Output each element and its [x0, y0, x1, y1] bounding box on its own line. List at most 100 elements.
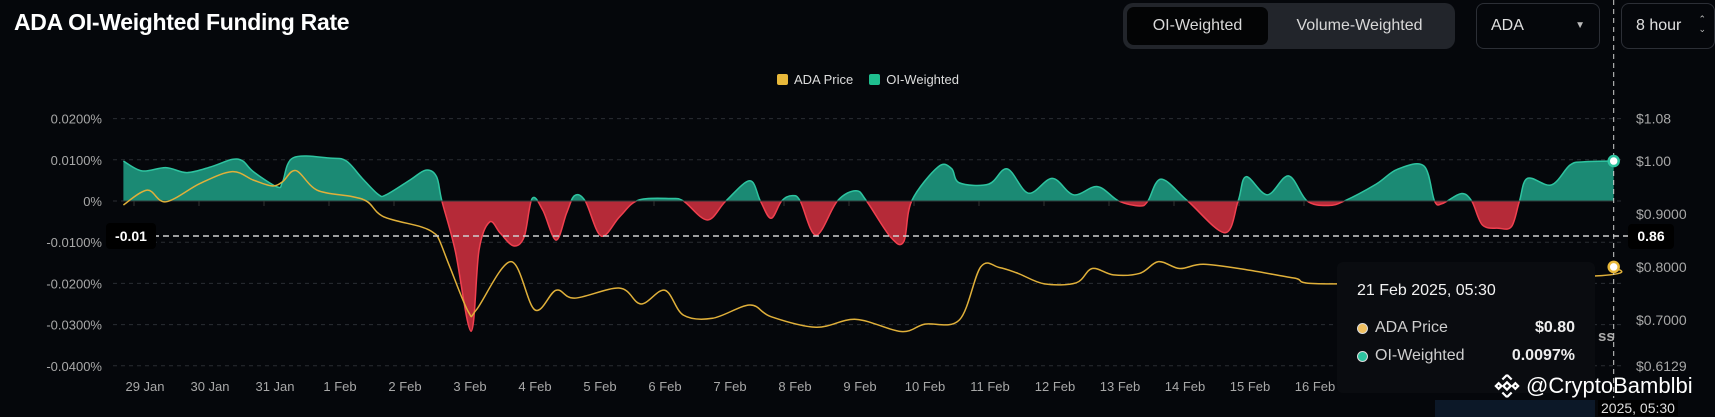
funding-point [454, 249, 457, 252]
price-point [815, 326, 818, 329]
range-navigator[interactable] [1435, 400, 1595, 417]
funding-point [573, 194, 576, 197]
funding-point [1327, 204, 1330, 207]
price-point [555, 289, 558, 292]
funding-point [541, 209, 544, 212]
interval-select-value: 8 hour [1636, 17, 1682, 34]
x-tick-label: 31 Jan [255, 379, 294, 394]
price-point [281, 180, 284, 183]
interval-select[interactable]: 8 hour ⌃ ⌄ [1621, 3, 1715, 49]
price-point [1016, 272, 1019, 275]
x-tick-label: 10 Feb [905, 379, 945, 394]
tab-volume-weighted[interactable]: Volume-Weighted [1296, 17, 1423, 34]
price-point [639, 302, 642, 305]
funding-point [836, 200, 839, 203]
funding-line-positive [123, 155, 1614, 201]
funding-point [1433, 200, 1436, 203]
price-point [1157, 260, 1160, 263]
price-point [1112, 273, 1115, 276]
funding-point [1223, 231, 1226, 234]
funding-point [1096, 185, 1099, 188]
price-point [122, 203, 125, 206]
tab-oi-weighted[interactable]: OI-Weighted [1127, 7, 1268, 45]
occluded-text: ss [1598, 328, 1615, 345]
binance-logo-icon [1494, 374, 1520, 398]
funding-point [122, 160, 125, 163]
funding-point [329, 157, 332, 160]
price-point [350, 195, 353, 198]
funding-point [889, 235, 892, 238]
funding-point [770, 217, 773, 220]
funding-point [958, 181, 961, 184]
funding-point [1568, 164, 1571, 167]
legend-item-oi[interactable]: OI-Weighted [869, 72, 959, 87]
chart-tooltip: 21 Feb 2025, 05:30 ADA Price $0.80 OI-We… [1337, 262, 1595, 393]
price-point [1595, 274, 1598, 277]
funding-point [902, 240, 905, 243]
y-right-tick-label: $1.00 [1636, 153, 1671, 169]
funding-point [1582, 160, 1585, 163]
funding-point [748, 179, 751, 182]
funding-point [1245, 175, 1248, 178]
symbol-select[interactable]: ADA ▼ [1476, 3, 1600, 49]
funding-point [1460, 192, 1463, 195]
price-line [122, 169, 1623, 333]
x-tick-label: 30 Jan [190, 379, 229, 394]
chart-legend: ADA Price OI-Weighted [0, 72, 1715, 87]
x-tick-label: 2 Feb [388, 379, 421, 394]
funding-point [440, 200, 443, 203]
price-point [146, 189, 149, 192]
funding-point [865, 200, 868, 203]
funding-point [600, 235, 603, 238]
funding-point [1510, 225, 1513, 228]
caret-down-icon: ▼ [1575, 20, 1585, 31]
x-tick-label: 14 Feb [1165, 379, 1205, 394]
funding-point [950, 167, 953, 170]
legend-swatch-oi [869, 74, 881, 85]
chevron-up-down-icon: ⌃ ⌄ [1698, 14, 1706, 34]
y-left-tick-label: -0.0400% [46, 359, 102, 374]
funding-point [512, 244, 515, 247]
funding-point [345, 160, 348, 163]
x-tick-label: 6 Feb [648, 379, 681, 394]
y-right-tick-label: $0.6129 [1636, 358, 1687, 374]
funding-point [1497, 227, 1500, 230]
x-tick-label: 8 Feb [778, 379, 811, 394]
price-point [979, 265, 982, 268]
price-point [199, 182, 202, 185]
funding-point [669, 197, 672, 200]
funding-point [1375, 183, 1378, 186]
price-point [366, 200, 369, 203]
funding-point [435, 175, 438, 178]
tooltip-label-oi: OI-Weighted [1375, 347, 1465, 364]
funding-point [987, 183, 990, 186]
price-point [1178, 267, 1181, 270]
price-point [467, 310, 470, 313]
legend-item-price[interactable]: ADA Price [777, 72, 853, 87]
funding-point [499, 232, 502, 235]
funding-point [470, 330, 473, 333]
funding-point [164, 166, 167, 169]
price-point [1043, 282, 1046, 285]
funding-point [409, 178, 412, 181]
funding-point [1138, 204, 1141, 207]
funding-point [424, 169, 427, 172]
y-left-tick-label: 0% [83, 194, 102, 209]
price-point [1138, 272, 1141, 275]
funding-point [231, 158, 234, 161]
funding-point [1441, 202, 1444, 205]
funding-point [584, 200, 587, 203]
tooltip-dot-price [1357, 322, 1368, 334]
crosshair-left-label: -0.01 [106, 223, 156, 249]
price-point [294, 169, 297, 172]
price-point [509, 260, 512, 263]
funding-point [799, 200, 802, 203]
funding-point [1526, 177, 1529, 180]
funding-point [724, 200, 727, 203]
price-point [316, 189, 319, 192]
y-right-tick-label: $0.8000 [1636, 259, 1687, 275]
y-left-tick-label: -0.0300% [46, 318, 102, 333]
x-tick-label: 13 Feb [1100, 379, 1140, 394]
y-left-tick-label: 0.0200% [51, 112, 103, 127]
price-point [711, 317, 714, 320]
